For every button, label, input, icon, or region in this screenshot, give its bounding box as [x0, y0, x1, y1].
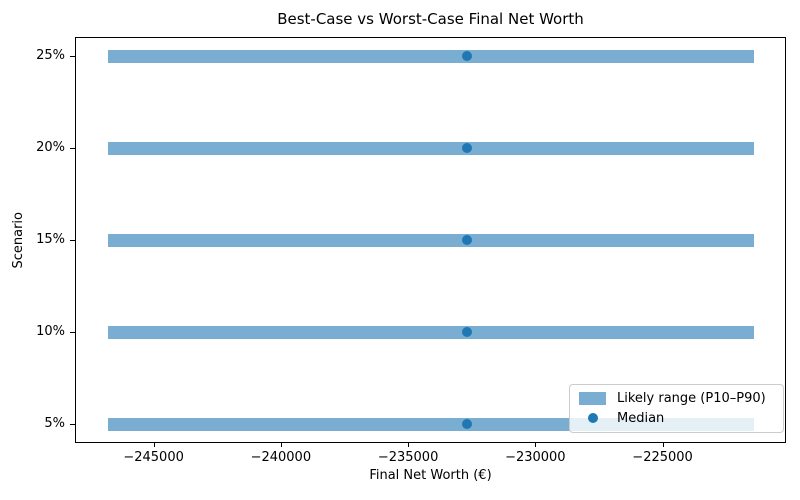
y-tick-label: 15% — [36, 232, 65, 247]
y-tick-label: 25% — [36, 48, 65, 63]
x-tick — [153, 443, 155, 447]
y-tick — [70, 424, 75, 425]
x-tick-label: −230000 — [505, 450, 566, 465]
median-marker — [461, 419, 472, 429]
y-tick — [70, 240, 75, 241]
y-tick-label: 10% — [36, 324, 65, 339]
legend-label-range: Likely range (P10–P90) — [617, 391, 766, 407]
range-bar — [107, 233, 755, 247]
x-tick — [408, 443, 410, 447]
legend-item-range: Likely range (P10–P90) — [579, 389, 774, 408]
median-marker — [461, 327, 472, 337]
range-bar — [107, 49, 755, 63]
legend-label-median: Median — [617, 410, 665, 426]
y-tick — [70, 148, 75, 149]
median-marker — [461, 235, 472, 245]
x-tick-label: −225000 — [632, 450, 693, 465]
x-tick-label: −240000 — [250, 450, 312, 465]
x-tick — [280, 443, 282, 447]
x-axis-label: Final Net Worth (€) — [369, 468, 492, 483]
range-bar — [107, 325, 755, 339]
median-marker — [461, 143, 472, 153]
y-tick — [70, 332, 75, 333]
y-tick — [70, 56, 75, 57]
median-marker — [461, 51, 472, 61]
x-tick-label: −245000 — [123, 450, 184, 465]
chart-title: Best-Case vs Worst-Case Final Net Worth — [277, 10, 584, 28]
legend-item-median: Median — [579, 409, 774, 428]
legend: Likely range (P10–P90) Median — [569, 384, 784, 433]
x-tick — [535, 443, 537, 447]
x-tick-label: −235000 — [377, 450, 439, 465]
y-tick-label: 20% — [36, 140, 65, 155]
median-dot-swatch-icon — [587, 413, 598, 424]
y-tick-label: 5% — [44, 416, 65, 431]
x-tick — [662, 443, 664, 447]
plot-area — [75, 37, 786, 443]
range-bar — [107, 141, 755, 155]
range-bar-swatch-icon — [579, 392, 606, 406]
